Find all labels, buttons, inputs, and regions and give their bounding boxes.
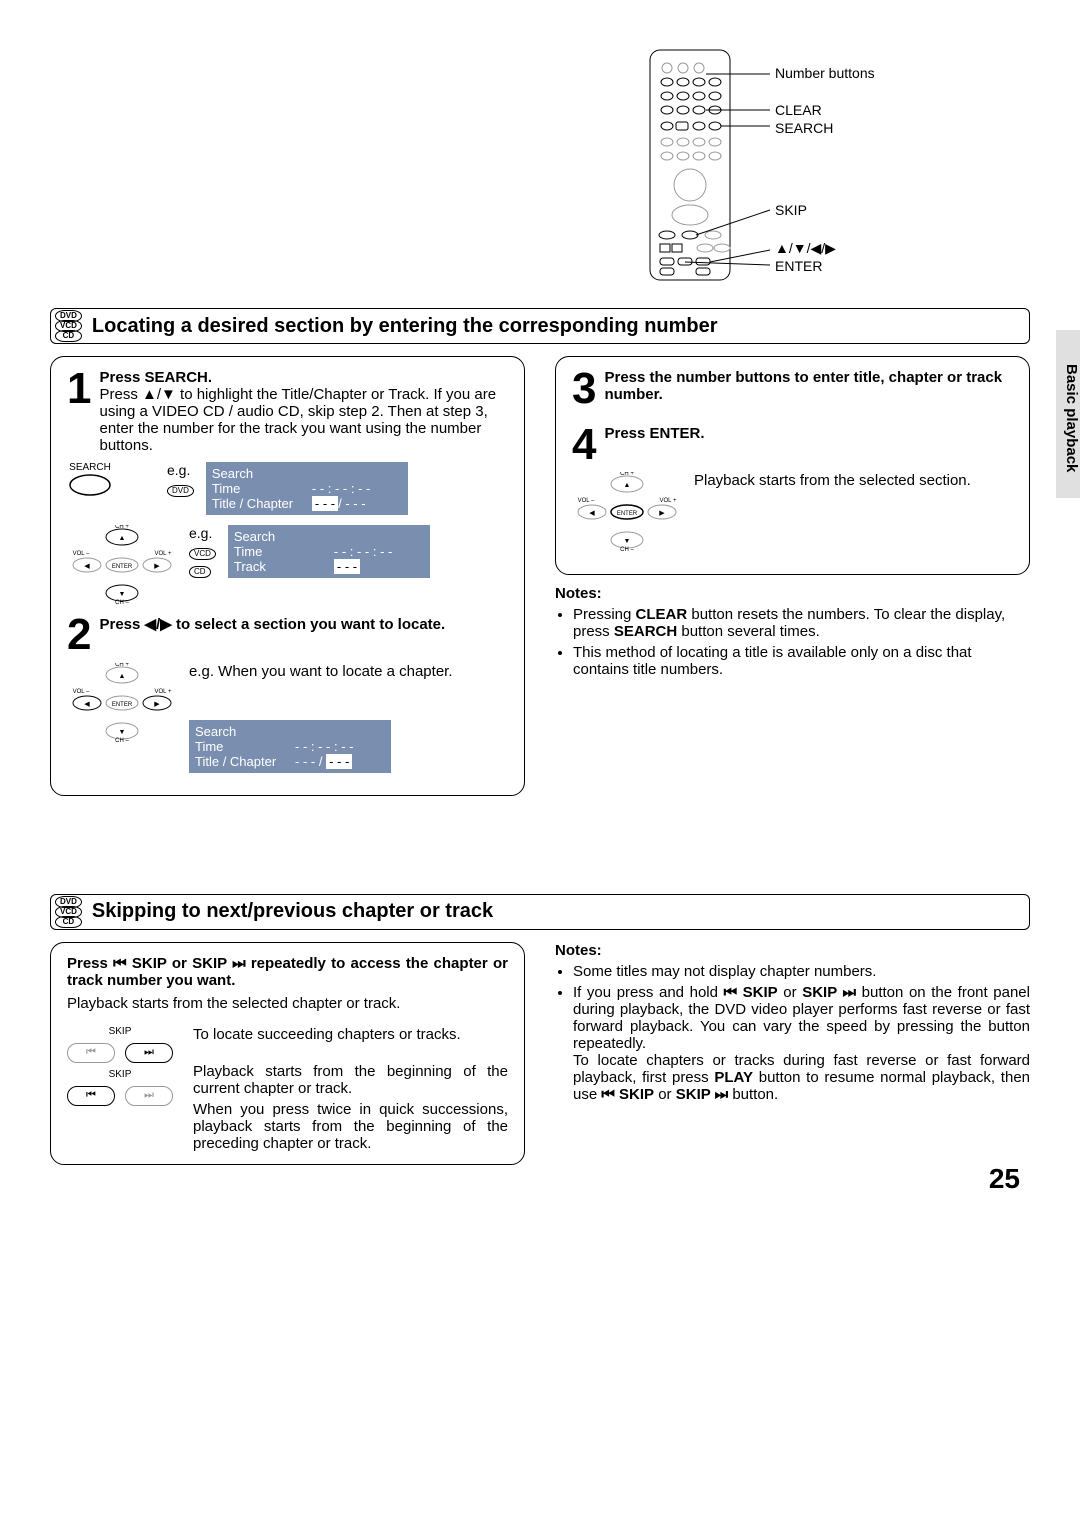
svg-text:VOL –: VOL – — [73, 551, 90, 557]
svg-text:CH –: CH – — [115, 738, 129, 743]
section2-left-box: Press ⏮︎ SKIP or SKIP ⏭︎ repeatedly to a… — [50, 942, 525, 1165]
svg-text:▲: ▲ — [624, 482, 631, 489]
step1-title: Press SEARCH. — [99, 369, 212, 386]
dpad-icon: ▲ ▼ ◀ ▶ ENTER CH + CH – VOL – VOL + — [67, 663, 177, 743]
section1-title: Locating a desired section by entering t… — [92, 315, 718, 338]
svg-text:◀: ◀ — [84, 701, 90, 708]
notes-list-1: Pressing CLEAR button resets the numbers… — [555, 606, 1030, 678]
svg-text:VOL +: VOL + — [155, 551, 172, 557]
svg-text:▲: ▲ — [119, 535, 126, 542]
skip-next-icon: ⏭ — [125, 1086, 173, 1106]
svg-text:◀: ◀ — [84, 563, 90, 570]
osd-panel-1: Search Time- - : - - : - - Title / Chapt… — [206, 462, 408, 515]
vcd-tag: VCD — [189, 548, 216, 560]
label-enter: ENTER — [775, 258, 822, 274]
skip-prev-icon: ⏮ — [67, 1043, 115, 1063]
osd-panel-3: Search Time- - : - - : - - Title / Chapt… — [189, 720, 391, 773]
sidebar-tab: Basic playback — [1056, 330, 1080, 498]
svg-text:ENTER: ENTER — [617, 511, 638, 517]
skip-prev-icon: ⏮ — [67, 1086, 115, 1106]
dvd-tag: DVD — [167, 485, 194, 497]
dpad-icon: ▲ ▼ ◀ ▶ ENTER CH + CH – VOL – VOL + — [67, 525, 177, 605]
section2-header: DVD VCD CD Skipping to next/previous cha… — [50, 894, 1030, 930]
label-clear: CLEAR — [775, 102, 822, 118]
svg-text:◀: ◀ — [589, 510, 595, 517]
svg-text:▶: ▶ — [659, 510, 665, 517]
svg-text:CH –: CH – — [115, 600, 129, 605]
svg-text:CH +: CH + — [115, 525, 129, 530]
notes-list-2: Some titles may not display chapter numb… — [555, 963, 1030, 1103]
svg-text:▶: ▶ — [154, 701, 160, 708]
notes-title-1: Notes: — [555, 585, 1030, 602]
label-number-buttons: Number buttons — [775, 65, 875, 81]
skip-next-icon: ⏭ — [125, 1043, 173, 1063]
label-arrows: ▲/▼/◀/▶ — [775, 240, 836, 257]
step-number-1: 1 — [67, 369, 91, 454]
section1-right-box: 3 Press the number buttons to enter titl… — [555, 356, 1030, 575]
notes-title-2: Notes: — [555, 942, 1030, 959]
dpad-icon: ▲ ▼ ◀ ▶ ENTER CH + CH – VOL – VOL + — [572, 472, 682, 552]
svg-text:CH –: CH – — [620, 547, 634, 552]
osd-panel-2: Search Time- - : - - : - - Track- - - — [228, 525, 430, 578]
step-number-2: 2 — [67, 615, 91, 655]
section1-left-box: 1 Press SEARCH. Press ▲/▼ to highlight t… — [50, 356, 525, 796]
svg-text:ENTER: ENTER — [112, 564, 133, 570]
svg-text:▶: ▶ — [154, 563, 160, 570]
disc-icon: CD — [55, 330, 82, 342]
remote-diagram: Number buttons CLEAR SEARCH SKIP ▲/▼/◀/▶… — [630, 40, 1050, 300]
label-search: SEARCH — [775, 120, 833, 136]
section1-header: DVD VCD CD Locating a desired section by… — [50, 308, 1030, 344]
svg-text:CH +: CH + — [115, 663, 129, 668]
svg-text:CH +: CH + — [620, 472, 634, 477]
svg-text:ENTER: ENTER — [112, 702, 133, 708]
svg-text:VOL +: VOL + — [155, 689, 172, 695]
step-number-3: 3 — [572, 369, 596, 409]
svg-text:VOL –: VOL – — [73, 689, 90, 695]
svg-text:VOL –: VOL – — [578, 498, 595, 504]
section2-title: Skipping to next/previous chapter or tra… — [92, 900, 493, 923]
page-number: 25 — [989, 1163, 1020, 1195]
search-label: SEARCH — [67, 462, 113, 473]
svg-text:VOL +: VOL + — [660, 498, 677, 504]
svg-text:▼: ▼ — [119, 591, 126, 598]
step-number-4: 4 — [572, 425, 596, 465]
search-button-icon — [67, 473, 113, 497]
svg-text:▲: ▲ — [119, 673, 126, 680]
disc-icon: CD — [55, 916, 82, 928]
svg-text:▼: ▼ — [624, 538, 631, 545]
label-skip: SKIP — [775, 202, 807, 218]
svg-text:▼: ▼ — [119, 729, 126, 736]
cd-tag: CD — [189, 566, 211, 578]
